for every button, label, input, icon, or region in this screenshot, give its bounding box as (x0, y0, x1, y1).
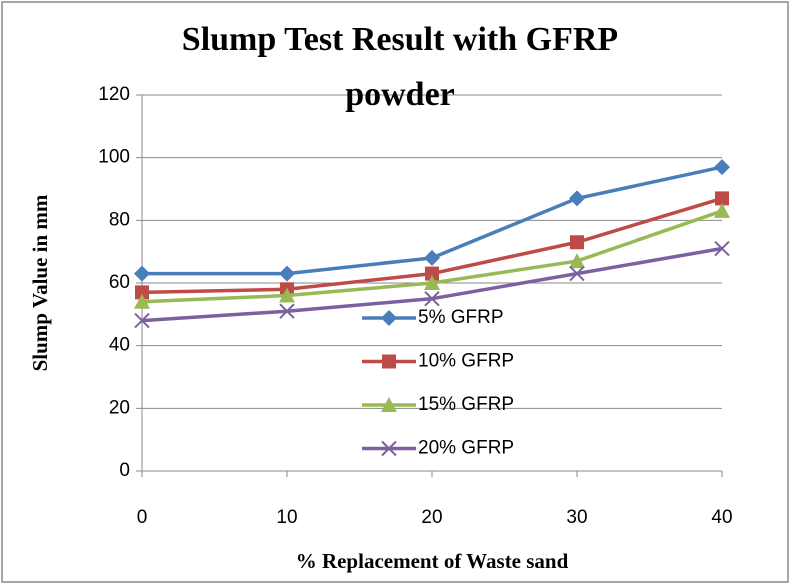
legend-label: 20% GFRP (418, 438, 514, 459)
marker (569, 265, 585, 282)
legend-label: 10% GFRP (418, 351, 514, 372)
y-tick-label: 0 (119, 460, 130, 481)
chart-title: Slump Test Result with GFRP powder (181, 21, 619, 113)
x-tick-label: 10 (276, 507, 297, 528)
x-tick-label: 0 (137, 507, 148, 528)
marker (569, 253, 585, 269)
marker (570, 235, 584, 250)
marker (714, 202, 730, 218)
y-tick-label: 60 (109, 272, 130, 293)
x-axis-label: % Replacement of Waste sand (296, 549, 569, 573)
x-tick-label: 40 (711, 507, 732, 528)
y-tick-label: 80 (109, 209, 130, 230)
marker (714, 240, 730, 257)
legend-marker (381, 440, 397, 457)
marker (134, 293, 150, 309)
marker (279, 303, 295, 319)
x-tick-label: 30 (566, 507, 587, 528)
marker (135, 285, 149, 300)
marker (134, 312, 150, 329)
legend-marker (381, 397, 397, 412)
marker (714, 159, 730, 176)
legend-marker (381, 310, 397, 326)
marker (279, 265, 295, 282)
marker (569, 190, 585, 207)
marker (424, 290, 440, 307)
y-axis-label: Slump Value in mm (28, 194, 52, 371)
legend-label: 15% GFRP (418, 394, 514, 415)
y-tick-label: 100 (98, 147, 130, 168)
y-tick-label: 120 (98, 84, 130, 105)
legend-marker (382, 354, 396, 369)
marker (424, 275, 440, 290)
marker (134, 265, 150, 282)
y-tick-label: 40 (109, 335, 130, 356)
marker (425, 266, 439, 281)
marker (715, 191, 729, 206)
marker (279, 287, 295, 303)
legend-label: 5% GFRP (418, 307, 504, 328)
y-tick-label: 20 (109, 397, 130, 418)
x-tick-label: 20 (421, 507, 442, 528)
marker (424, 249, 440, 266)
